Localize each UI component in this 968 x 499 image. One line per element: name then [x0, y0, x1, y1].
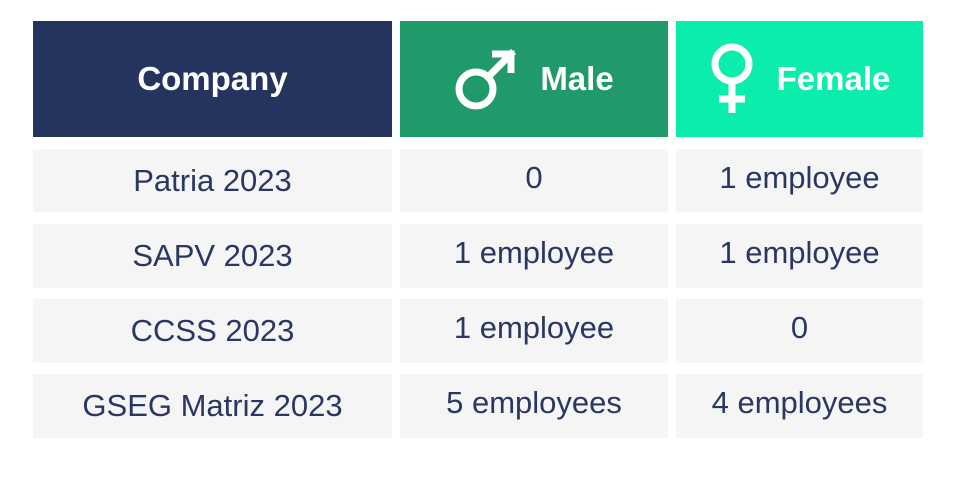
cell-company: CCSS 2023: [130, 313, 295, 348]
header-male: Male: [400, 21, 668, 137]
male-symbol-icon: [454, 47, 518, 111]
cell-female: 1 employee: [719, 235, 880, 270]
table-row-1-female: 1 employee: [676, 149, 923, 212]
table-row-4-company: GSEG Matriz 2023: [33, 374, 392, 438]
cell-company: Patria 2023: [133, 162, 292, 198]
cell-female: 0: [790, 310, 809, 345]
header-company-label: Company: [137, 60, 288, 97]
cell-male: 5 employees: [446, 385, 622, 420]
table-row-3-male: 1 employee: [400, 299, 668, 363]
cell-company: SAPV 2023: [132, 238, 293, 273]
table-row-3-female: 0: [676, 299, 923, 363]
cell-male: 0: [525, 159, 543, 195]
header-female-label: Female: [776, 60, 891, 97]
table-row-1-male: 0: [400, 149, 668, 212]
header-male-label: Male: [540, 60, 614, 97]
table-row-4-male: 5 employees: [400, 374, 668, 438]
female-symbol-icon: [709, 43, 755, 115]
cell-female: 1 employee: [719, 159, 880, 195]
table-row-3-company: CCSS 2023: [33, 299, 392, 363]
table-row-2-male: 1 employee: [400, 224, 668, 288]
table-row-1-company: Patria 2023: [33, 149, 392, 212]
cell-male: 1 employee: [453, 235, 615, 270]
table-row-2-female: 1 employee: [676, 224, 923, 288]
header-female: Female: [676, 21, 923, 137]
table-row-2-company: SAPV 2023: [33, 224, 392, 288]
cell-male: 1 employee: [453, 310, 615, 345]
header-company: Company: [33, 21, 392, 137]
table-row-4-female: 4 employees: [676, 374, 923, 438]
cell-company: GSEG Matriz 2023: [82, 388, 343, 423]
cell-female: 4 employees: [711, 385, 888, 420]
